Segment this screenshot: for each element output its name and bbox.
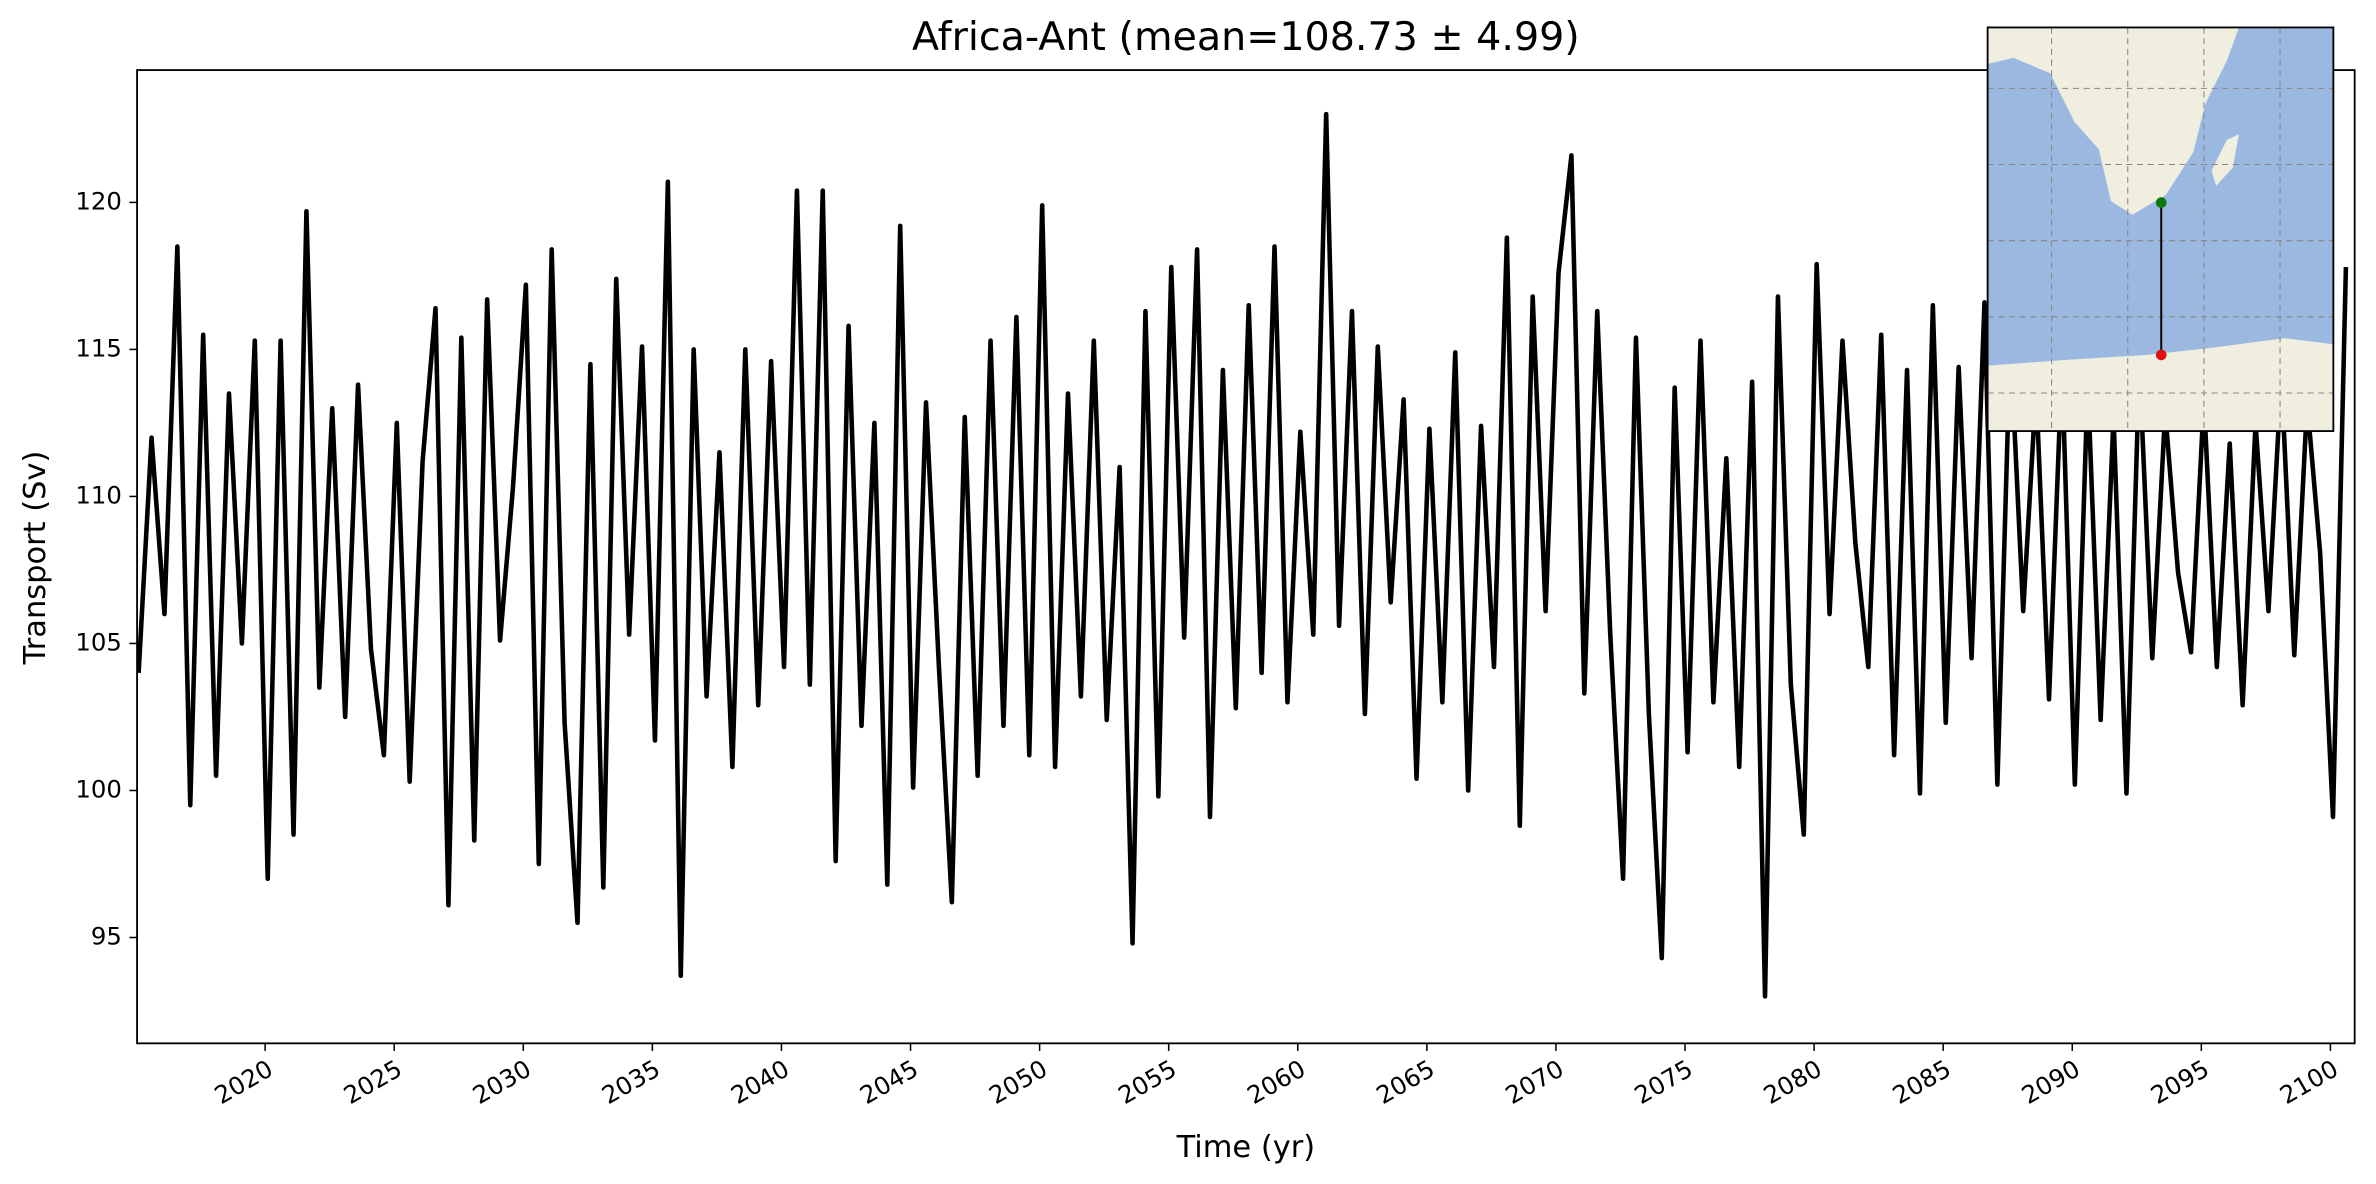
- y-tick-label: 115: [75, 333, 122, 362]
- y-tick-label: 110: [75, 480, 122, 509]
- data-line: [137, 111, 2349, 999]
- y-tick-label: 120: [75, 186, 122, 215]
- africa: [1987, 27, 2239, 215]
- y-tick-label: 95: [91, 921, 122, 950]
- start-point: [2155, 197, 2167, 208]
- y-tick-label: 100: [75, 774, 122, 803]
- axes-frame: [136, 69, 2356, 1045]
- y-tick-label: 105: [75, 627, 122, 656]
- y-axis-label: Transport (Sv): [18, 451, 53, 666]
- map-frame: [1986, 26, 2335, 432]
- madagascar: [2211, 134, 2239, 186]
- end-point: [2155, 349, 2167, 361]
- x-axis-label: Time (yr): [1176, 1130, 1316, 1165]
- inset-map: [1986, 26, 2335, 432]
- chart-title: Africa-Ant (mean=108.73 ± 4.99): [912, 14, 1580, 60]
- antarctica: [1987, 338, 2334, 432]
- plot-area: [137, 111, 2349, 999]
- map-grid: [1987, 27, 2334, 432]
